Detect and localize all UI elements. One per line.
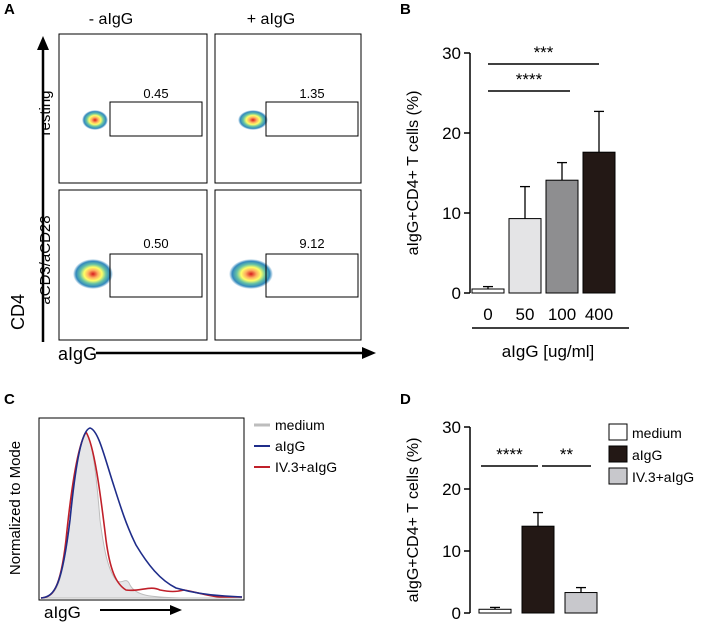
significance-label: **** <box>496 445 523 464</box>
cell-cluster <box>238 110 268 130</box>
aigg-axis-label-a: aIgG <box>58 344 97 364</box>
legend-aigg: aIgG <box>275 438 305 454</box>
y-tick-label: 0 <box>452 604 461 623</box>
histogram-aigg <box>40 427 243 599</box>
x-axis-label: aIgG [ug/ml] <box>502 342 595 361</box>
y-tick-label: 20 <box>442 124 461 143</box>
panel-d-label: D <box>400 391 411 408</box>
legend-c: medium aIgG IV.3+aIgG <box>254 417 337 475</box>
legend-iv3: IV.3+aIgG <box>275 459 337 475</box>
histogram-iv3-aigg <box>40 430 242 599</box>
y-axis-label: aIgG+CD4+ T cells (%) <box>405 91 422 256</box>
panel-a: A - aIgG + aIgG resting aCD3/aCD28 CD4 a… <box>4 1 376 364</box>
y-axis-label: aIgG+CD4+ T cells (%) <box>405 438 422 603</box>
cell-cluster <box>229 259 273 289</box>
flow-plot-resting-plus: 1.35 <box>214 33 362 184</box>
gate-value: 0.50 <box>143 236 168 251</box>
c-y-axis-label: Normalized to Mode <box>7 441 24 575</box>
aigg-axis-arrowhead <box>362 347 376 359</box>
row-label-stim: aCD3/aCD28 <box>37 215 54 304</box>
flow-plot-stim-plus: 9.12 <box>214 189 362 341</box>
legend-swatch <box>608 423 628 441</box>
legend-swatch <box>608 467 628 485</box>
legend-label: aIgG <box>632 447 662 463</box>
gate-box <box>265 253 359 298</box>
legend-medium: medium <box>275 417 325 433</box>
legend-label: IV.3+aIgG <box>632 469 694 485</box>
col-header-plus-aigg: + aIgG <box>247 11 295 28</box>
bar <box>478 608 512 614</box>
bar <box>508 218 542 294</box>
x-tick-label: 100 <box>548 305 576 324</box>
chart-b: 0 10 20 30 aIgG+CD4+ T cells (%) 0 50 100 400 ***… <box>405 43 629 361</box>
gate-box <box>265 101 359 137</box>
col-header-minus-aigg: - aIgG <box>89 11 133 28</box>
panel-b: B 0 10 20 30 aIgG+CD4+ T cells (%) 0 50 100 400 *… <box>400 1 629 361</box>
x-tick-label: 0 <box>483 305 492 324</box>
bar <box>545 179 579 294</box>
flow-plot-stim-minus: 0.50 <box>58 189 208 341</box>
significance-label: ** <box>560 445 574 464</box>
gate-box <box>109 101 203 137</box>
y-tick-label: 30 <box>442 44 461 63</box>
x-tick-label: 400 <box>585 305 613 324</box>
y-tick-label: 20 <box>442 480 461 499</box>
y-tick-label: 30 <box>442 418 461 437</box>
y-tick-label: 10 <box>442 204 461 223</box>
gate-value: 1.35 <box>299 86 324 101</box>
bar <box>564 592 598 614</box>
gate-value: 9.12 <box>299 236 324 251</box>
row-label-resting: resting <box>37 90 54 135</box>
cell-cluster <box>73 259 113 289</box>
x-tick-label: 50 <box>516 305 535 324</box>
legend-label: medium <box>632 425 682 441</box>
legend-swatch <box>608 445 628 463</box>
panel-c: C Normalized to Mode aIgG medium aIgG IV… <box>4 391 337 622</box>
aigg-axis-label-c: aIgG <box>44 603 81 622</box>
bar <box>521 525 555 614</box>
panel-b-label: B <box>400 1 411 18</box>
y-tick-label: 10 <box>442 542 461 561</box>
panel-a-label: A <box>4 1 15 18</box>
cell-cluster <box>82 110 108 130</box>
gate-value: 0.45 <box>143 86 168 101</box>
c-x-axis-arrowhead <box>170 605 182 615</box>
bar <box>582 151 616 294</box>
y-tick-label: 0 <box>452 284 461 303</box>
flow-plot-resting-minus: 0.45 <box>58 33 208 184</box>
significance-label: *** <box>534 43 554 62</box>
cd4-axis-arrowhead <box>37 36 49 50</box>
panel-c-label: C <box>4 391 15 408</box>
bar <box>471 288 505 294</box>
cd4-axis-label: CD4 <box>8 294 28 330</box>
gate-box <box>109 253 203 298</box>
significance-label: **** <box>516 70 543 89</box>
